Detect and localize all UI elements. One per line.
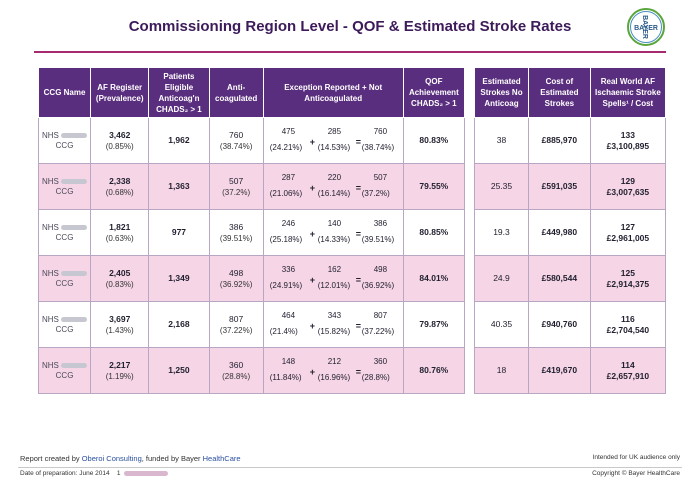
exception-calc: 464 (21.4%) +343 (15.82%) = 807 (37.22%) bbox=[262, 301, 404, 348]
redacted-name bbox=[61, 316, 88, 322]
est-strokes: 18 bbox=[474, 347, 529, 394]
ccg-name: NHS CCG bbox=[37, 347, 92, 394]
bayer-cross-logo: BAYER BAYER bbox=[627, 8, 665, 46]
exception-calc: 287 (21.06%) +220 (16.14%) = 507 (37.2%) bbox=[262, 163, 404, 210]
table-row: NHS CCG 3,462 (0.85%) 1,962 760 (38.74%) 475 (2… bbox=[37, 117, 466, 164]
ccg-name: NHS CCG bbox=[37, 209, 92, 256]
exception-calc: 475 (24.21%) +285 (14.53%) = 760 (38.74%) bbox=[262, 117, 404, 164]
real-world-spells: 133 £3,100,895 bbox=[589, 117, 667, 164]
qof-achievement: 79.55% bbox=[402, 163, 466, 210]
af-register: 2,405 (0.83%) bbox=[90, 255, 150, 302]
table-row: NHS CCG 1,821 (0.63%) 977 386 (39.51%) 246 (25.… bbox=[37, 209, 466, 256]
qof-achievement: 80.85% bbox=[402, 209, 466, 256]
table-row: 19.3 £449,980 127 £2,961,005 bbox=[474, 209, 667, 256]
table-row: 38 £885,970 133 £3,100,895 bbox=[474, 117, 667, 164]
redacted-name bbox=[61, 362, 88, 368]
af-register: 2,217 (1.19%) bbox=[90, 347, 150, 394]
footer-divider bbox=[18, 467, 682, 468]
qof-table: CCG Name AF Register (Prevalence) Patien… bbox=[37, 67, 466, 394]
anticoagulated: 507 (37.2%) bbox=[208, 163, 264, 210]
eligible: 1,962 bbox=[148, 117, 210, 164]
anticoagulated: 760 (38.74%) bbox=[208, 117, 264, 164]
af-register: 3,462 (0.85%) bbox=[90, 117, 150, 164]
eligible: 1,363 bbox=[148, 163, 210, 210]
qof-achievement: 79.87% bbox=[402, 301, 466, 348]
table-row: 25.35 £591,035 129 £3,007,635 bbox=[474, 163, 667, 210]
af-register: 3,697 (1.43%) bbox=[90, 301, 150, 348]
stroke-table: Estimated Strokes No Anticoag Cost of Es… bbox=[474, 67, 667, 394]
cost: £580,544 bbox=[527, 255, 591, 302]
qof-achievement: 84.01% bbox=[402, 255, 466, 302]
header-ccg: CCG Name bbox=[37, 67, 92, 118]
cost: £419,670 bbox=[527, 347, 591, 394]
real-world-spells: 127 £2,961,005 bbox=[589, 209, 667, 256]
est-strokes: 19.3 bbox=[474, 209, 529, 256]
real-world-spells: 116 £2,704,540 bbox=[589, 301, 667, 348]
real-world-spells: 125 £2,914,375 bbox=[589, 255, 667, 302]
est-strokes: 24.9 bbox=[474, 255, 529, 302]
cost: £885,970 bbox=[527, 117, 591, 164]
table-row: 40.35 £940,760 116 £2,704,540 bbox=[474, 301, 667, 348]
qof-achievement: 80.83% bbox=[402, 117, 466, 164]
real-world-spells: 129 £3,007,635 bbox=[589, 163, 667, 210]
af-register: 2,338 (0.68%) bbox=[90, 163, 150, 210]
cost: £940,760 bbox=[527, 301, 591, 348]
page-title: Commissioning Region Level - QOF & Estim… bbox=[128, 18, 572, 35]
footer-audience: Intended for UK audience only bbox=[592, 454, 680, 461]
ccg-name: NHS CCG bbox=[37, 117, 92, 164]
eligible: 2,168 bbox=[148, 301, 210, 348]
eligible: 1,250 bbox=[148, 347, 210, 394]
redacted-footnote bbox=[124, 470, 169, 476]
header-cost: Cost of Estimated Strokes bbox=[527, 67, 591, 118]
header-anticoagulated: Anti-coagulated bbox=[208, 67, 264, 118]
redacted-name bbox=[61, 132, 88, 138]
qof-achievement: 80.76% bbox=[402, 347, 466, 394]
table-row: NHS CCG 2,338 (0.68%) 1,363 507 (37.2%) 287 (21… bbox=[37, 163, 466, 210]
title-divider bbox=[34, 51, 666, 53]
exception-calc: 336 (24.91%) +162 (12.01%) = 498 (36.92%) bbox=[262, 255, 404, 302]
est-strokes: 40.35 bbox=[474, 301, 529, 348]
cost: £591,035 bbox=[527, 163, 591, 210]
header-eligible: Patients Eligible Anticoag'n CHADS₂ > 1 bbox=[148, 67, 210, 118]
eligible: 977 bbox=[148, 209, 210, 256]
header-af-register: AF Register (Prevalence) bbox=[90, 67, 150, 118]
exception-calc: 148 (11.84%) +212 (16.96%) = 360 (28.8%) bbox=[262, 347, 404, 394]
footer-credit: Report created by Oberoi Consulting, fun… bbox=[20, 454, 241, 463]
ccg-name: NHS CCG bbox=[37, 301, 92, 348]
header-est-strokes: Estimated Strokes No Anticoag bbox=[474, 67, 529, 118]
anticoagulated: 360 (28.8%) bbox=[208, 347, 264, 394]
oberoi-link[interactable]: Oberoi Consulting bbox=[81, 454, 142, 463]
anticoagulated: 807 (37.22%) bbox=[208, 301, 264, 348]
est-strokes: 25.35 bbox=[474, 163, 529, 210]
footer-copyright: Copyright © Bayer HealthCare bbox=[592, 470, 680, 477]
anticoagulated: 498 (36.92%) bbox=[208, 255, 264, 302]
table-row: NHS CCG 3,697 (1.43%) 2,168 807 (37.22%) 464 (2… bbox=[37, 301, 466, 348]
ccg-name: NHS CCG bbox=[37, 255, 92, 302]
header-qof: QOF Achievement CHADS₂ > 1 bbox=[402, 67, 466, 118]
header-real-world: Real World AF Ischaemic Stroke Spells¹ /… bbox=[589, 67, 667, 118]
redacted-name bbox=[61, 224, 88, 230]
table-row: NHS CCG 2,405 (0.83%) 1,349 498 (36.92%) 336 (2… bbox=[37, 255, 466, 302]
redacted-name bbox=[61, 178, 88, 184]
logo-text-vertical: BAYER bbox=[641, 15, 648, 39]
table-row: 24.9 £580,544 125 £2,914,375 bbox=[474, 255, 667, 302]
table-row: 18 £419,670 114 £2,657,910 bbox=[474, 347, 667, 394]
cost: £449,980 bbox=[527, 209, 591, 256]
table-row: NHS CCG 2,217 (1.19%) 1,250 360 (28.8%) 148 (11… bbox=[37, 347, 466, 394]
eligible: 1,349 bbox=[148, 255, 210, 302]
af-register: 1,821 (0.63%) bbox=[90, 209, 150, 256]
logo-text-horizontal: BAYER bbox=[634, 25, 658, 32]
real-world-spells: 114 £2,657,910 bbox=[589, 347, 667, 394]
exception-calc: 246 (25.18%) +140 (14.33%) = 386 (39.51%) bbox=[262, 209, 404, 256]
est-strokes: 38 bbox=[474, 117, 529, 164]
anticoagulated: 386 (39.51%) bbox=[208, 209, 264, 256]
redacted-name bbox=[61, 270, 88, 276]
footer-date: Date of preparation: June 2014 1 bbox=[20, 470, 169, 477]
ccg-name: NHS CCG bbox=[37, 163, 92, 210]
header-exception: Exception Reported + Not Anticoagulated bbox=[262, 67, 404, 118]
